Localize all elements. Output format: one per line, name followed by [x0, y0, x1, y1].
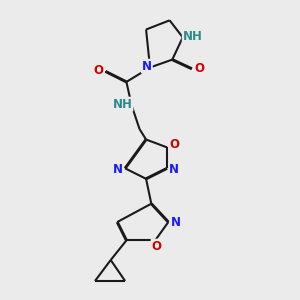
Text: O: O: [169, 138, 179, 151]
Text: O: O: [152, 240, 161, 253]
Text: N: N: [171, 215, 181, 229]
Text: O: O: [93, 64, 103, 76]
Text: N: N: [142, 60, 152, 73]
Text: NH: NH: [183, 30, 202, 43]
Text: NH: NH: [112, 98, 132, 111]
Text: N: N: [169, 163, 179, 176]
Text: N: N: [113, 163, 123, 176]
Text: O: O: [194, 62, 204, 75]
